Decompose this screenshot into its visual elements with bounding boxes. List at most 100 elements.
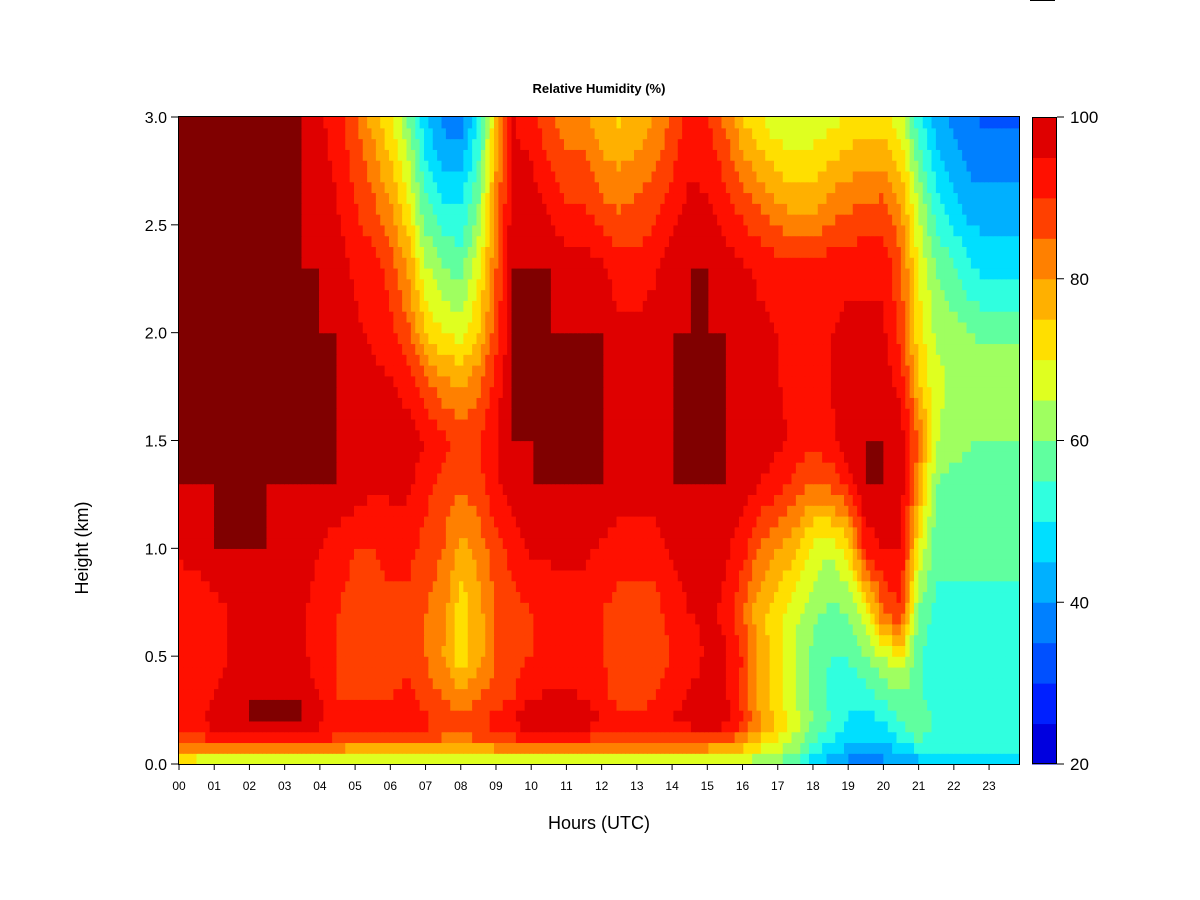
heatmap-cell [222, 656, 228, 668]
heatmap-cell [966, 505, 972, 517]
heatmap-cell [227, 656, 233, 668]
heatmap-cell [669, 548, 674, 560]
heatmap-cell [861, 494, 867, 506]
heatmap-cell [367, 731, 373, 744]
heatmap-cell [699, 559, 705, 571]
heatmap-cell [393, 591, 399, 603]
heatmap-cell [550, 559, 556, 571]
heatmap-cell [879, 623, 884, 636]
heatmap-cell [389, 623, 394, 636]
heatmap-cell [270, 742, 276, 754]
heatmap-cell [270, 526, 276, 539]
heatmap-cell [752, 537, 758, 549]
heatmap-cell [253, 634, 259, 646]
heatmap-cell [463, 602, 469, 614]
heatmap-cell [870, 731, 876, 744]
heatmap-cell [205, 634, 211, 646]
heatmap-cell [419, 731, 425, 744]
heatmap-cell [257, 656, 263, 668]
heatmap-cell [625, 634, 631, 646]
heatmap-cell [559, 710, 565, 722]
heatmap-cell [1010, 753, 1016, 765]
heatmap-cell [507, 656, 513, 668]
heatmap-cell [949, 505, 954, 517]
heatmap-cell [795, 548, 801, 560]
heatmap-cell [564, 602, 569, 614]
heatmap-cell [463, 569, 469, 582]
heatmap-cell [1010, 666, 1016, 679]
heatmap-cell [931, 580, 937, 593]
heatmap-cell [870, 710, 876, 722]
heatmap-cell [502, 548, 508, 560]
heatmap-cell [1001, 656, 1007, 668]
heatmap-cell [266, 494, 272, 506]
heatmap-cell [747, 613, 753, 625]
heatmap-cell [345, 613, 351, 625]
heatmap-cell [498, 613, 504, 625]
heatmap-cell [844, 710, 849, 722]
heatmap-cell [769, 515, 775, 528]
heatmap-cell [590, 731, 596, 744]
heatmap-cell [822, 688, 828, 700]
heatmap-cell [270, 548, 276, 560]
heatmap-cell [529, 483, 534, 496]
heatmap-cell [415, 548, 421, 560]
heatmap-cell [262, 505, 268, 517]
heatmap-cell [568, 742, 574, 754]
heatmap-cell [708, 623, 714, 636]
heatmap-cell [218, 602, 224, 614]
heatmap-cell [935, 602, 941, 614]
heatmap-cell [463, 623, 469, 636]
heatmap-cell [375, 623, 381, 636]
heatmap-cell [367, 591, 373, 603]
heatmap-cell [332, 742, 338, 754]
heatmap-cell [262, 634, 268, 646]
heatmap-cell [432, 753, 438, 765]
heatmap-cell [349, 613, 355, 625]
heatmap-cell [507, 742, 513, 754]
heatmap-cell [721, 753, 727, 765]
heatmap-cell [918, 548, 924, 560]
heatmap-cell [515, 753, 521, 765]
heatmap-cell [979, 634, 985, 646]
heatmap-cell [669, 677, 674, 690]
heatmap-cell [577, 731, 583, 744]
heatmap-cell [367, 602, 373, 614]
heatmap-cell [817, 613, 823, 625]
heatmap-cell [257, 483, 263, 496]
heatmap-cell [546, 580, 552, 593]
heatmap-cell [1014, 742, 1020, 754]
heatmap-cell [1010, 569, 1016, 582]
heatmap-cell [752, 623, 758, 636]
heatmap-cell [861, 753, 867, 765]
heatmap-cell [187, 613, 193, 625]
heatmap-cell [1001, 505, 1007, 517]
heatmap-cell [988, 537, 994, 549]
heatmap-cell [244, 623, 250, 636]
heatmap-cell [235, 569, 241, 582]
heatmap-cell [200, 645, 206, 657]
heatmap-cell [240, 710, 246, 722]
heatmap-cell [555, 537, 561, 549]
heatmap-cell [979, 591, 985, 603]
heatmap-cell [620, 720, 626, 733]
heatmap-cell [301, 623, 307, 636]
heatmap-cell [739, 688, 744, 700]
heatmap-cell [515, 677, 521, 690]
heatmap-cell [358, 688, 364, 700]
heatmap-cell [590, 591, 596, 603]
heatmap-cell [340, 580, 346, 593]
heatmap-cell [655, 645, 661, 657]
heatmap-cell [725, 699, 731, 711]
heatmap-cell [227, 505, 233, 517]
heatmap-cell [1014, 688, 1020, 700]
heatmap-cell [997, 537, 1003, 549]
heatmap-cell [865, 710, 871, 722]
heatmap-cell [922, 731, 928, 744]
heatmap-cell [984, 731, 989, 744]
heatmap-cell [1014, 483, 1020, 496]
heatmap-cell [288, 742, 294, 754]
heatmap-cell [235, 634, 241, 646]
heatmap-cell [297, 710, 303, 722]
heatmap-cell [406, 526, 412, 539]
